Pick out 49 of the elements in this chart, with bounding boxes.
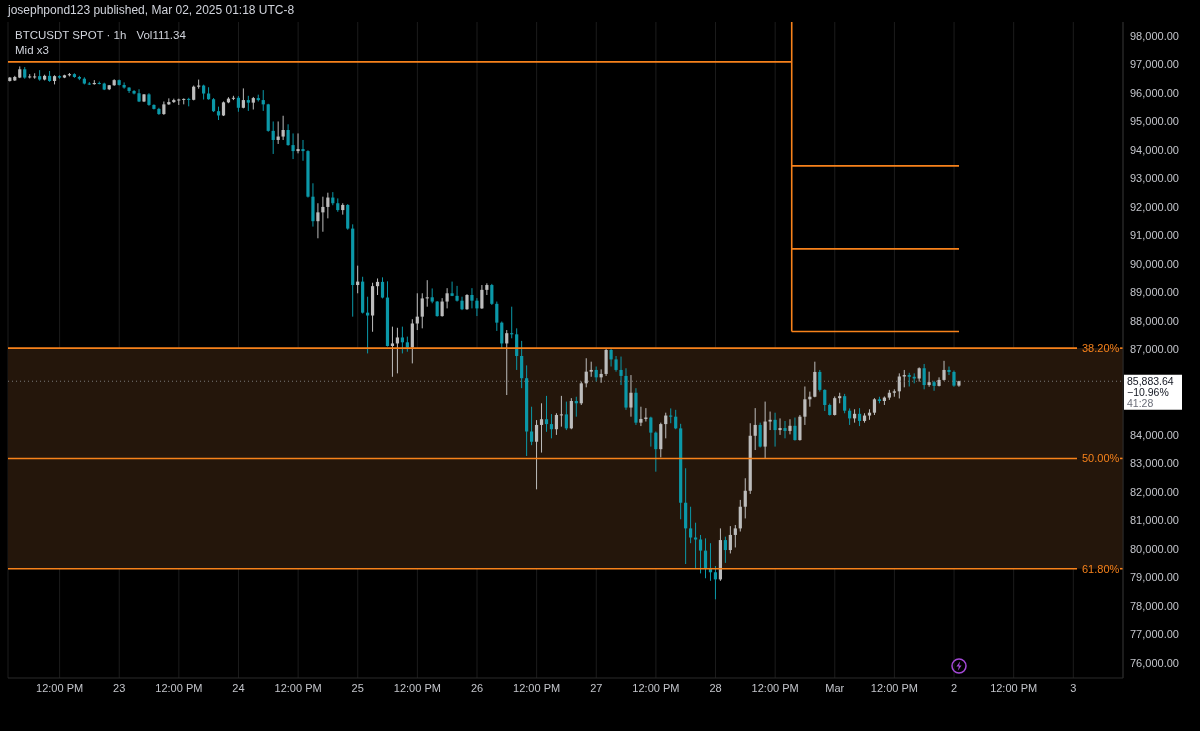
x-tick-label: 2: [950, 681, 958, 694]
annotation: Mid x3: [15, 44, 49, 56]
x-tick-label: 12:00 PM: [36, 681, 84, 694]
x-tick-label: Mar: [825, 681, 845, 694]
y-tick-label: 82,000.00: [1130, 485, 1179, 498]
x-tick-label: 12:00 PM: [274, 681, 322, 694]
annotation: 38.20%: [1082, 342, 1120, 355]
y-tick-label: 83,000.00: [1130, 457, 1179, 470]
y-tick-label: 87,000.00: [1130, 343, 1179, 356]
y-tick-label: 94,000.00: [1130, 143, 1179, 156]
y-tick-label: 81,000.00: [1130, 514, 1179, 527]
text: josephpond123 published, Mar 02, 2025 01:18 UTC-8: [8, 3, 295, 17]
x-tick-label: 23: [113, 681, 126, 694]
y-tick-label: 77,000.00: [1130, 628, 1179, 641]
ref-line-label: 85,883.64: [1127, 375, 1174, 388]
x-tick-label: 27: [590, 681, 603, 694]
annotation: 61.80%: [1082, 562, 1120, 575]
annotation: 50.00%: [1082, 452, 1120, 465]
y-tick-label: 98,000.00: [1130, 29, 1179, 42]
y-tick-label: 79,000.00: [1130, 571, 1179, 584]
x-tick-label: 12:00 PM: [393, 681, 441, 694]
x-tick-label: 24: [232, 681, 245, 694]
y-tick-label: 93,000.00: [1130, 172, 1179, 185]
x-tick-label: 12:00 PM: [155, 681, 203, 694]
text: 41:28: [1127, 396, 1154, 409]
x-tick-label: 12:00 PM: [990, 681, 1038, 694]
x-tick-label: 12:00 PM: [870, 681, 918, 694]
y-tick-label: 80,000.00: [1130, 542, 1179, 555]
x-tick-label: 12:00 PM: [632, 681, 680, 694]
y-tick-label: 92,000.00: [1130, 200, 1179, 213]
x-tick-label: 28: [709, 681, 722, 694]
y-tick-label: 78,000.00: [1130, 599, 1179, 612]
y-tick-label: 84,000.00: [1130, 428, 1179, 441]
y-tick-label: 95,000.00: [1130, 115, 1179, 128]
y-tick-label: 89,000.00: [1130, 286, 1179, 299]
x-tick-label: 25: [351, 681, 364, 694]
text: −10.96%: [1127, 385, 1169, 398]
x-tick-label: 3: [1070, 681, 1077, 694]
y-tick-label: 90,000.00: [1130, 257, 1179, 270]
x-tick-label: 12:00 PM: [751, 681, 799, 694]
y-tick-label: 91,000.00: [1130, 229, 1179, 242]
text: BTCUSDT SPOT · 1h: [15, 29, 127, 41]
y-tick-label: 97,000.00: [1130, 58, 1179, 71]
x-tick-label: 12:00 PM: [513, 681, 561, 694]
y-tick-label: 76,000.00: [1130, 656, 1179, 669]
x-tick-label: 26: [470, 681, 484, 694]
annotation: Vol111.34: [136, 29, 186, 41]
y-tick-label: 88,000.00: [1130, 314, 1179, 327]
y-tick-label: 96,000.00: [1130, 86, 1179, 99]
